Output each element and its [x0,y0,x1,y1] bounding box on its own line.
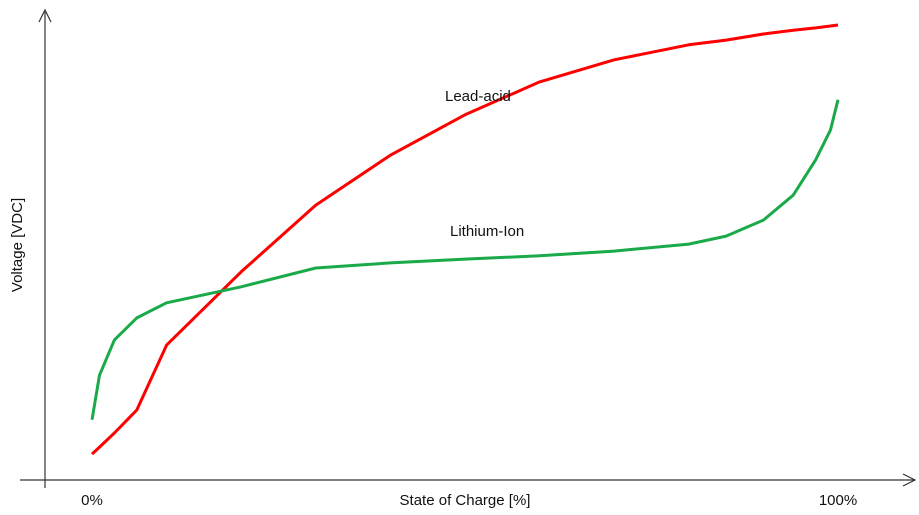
y-axis-label: Voltage [VDC] [9,198,26,292]
series-label: Lead-acid [445,88,511,105]
x-tick-label: 0% [81,492,103,509]
series-line [90,99,840,421]
x-axis-arrow [902,473,917,487]
series-label: Lithium-Ion [450,223,524,240]
y-axis-arrow [38,8,52,23]
x-axis-label: State of Charge [%] [400,492,531,509]
x-tick-label: 100% [819,492,857,509]
series-line [90,23,839,456]
